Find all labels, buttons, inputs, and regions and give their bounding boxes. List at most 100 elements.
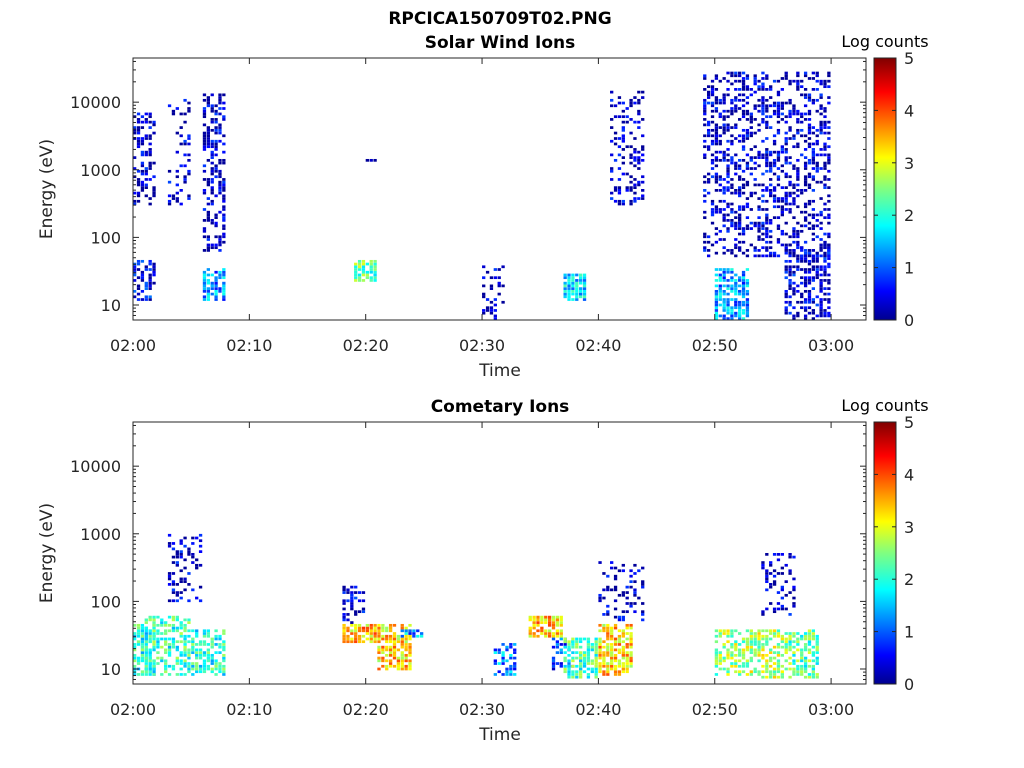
heatmap-cell [784,175,788,179]
heatmap-cell [571,643,575,646]
heatmap-cell [222,107,226,110]
heatmap-cell [796,632,800,635]
heatmap-cell [171,626,176,630]
heatmap-cell [803,289,808,293]
heatmap-cell [195,643,199,646]
heatmap-cell [621,656,625,660]
heatmap-cell [633,164,637,168]
heatmap-cell [772,172,777,176]
heatmap-cell [637,156,641,159]
heatmap-cell [148,161,152,165]
heatmap-cell [800,246,804,250]
heatmap-cell [369,276,373,280]
heatmap-cell [784,249,788,252]
heatmap-cell [613,667,618,671]
heatmap-cell [741,281,746,285]
heatmap-cell [187,547,191,551]
heatmap-cell [722,317,726,320]
heatmap-cell [637,596,641,600]
heatmap-cell [730,158,734,162]
heatmap-cell [703,123,707,127]
heatmap-cell [392,651,397,654]
heatmap-cell [567,287,571,290]
heatmap-cell [152,270,156,274]
heatmap-cell [800,281,804,285]
heatmap-cell [788,273,792,277]
heatmap-cell [788,270,792,274]
heatmap-cell [761,645,765,649]
heatmap-cell [769,85,773,89]
heatmap-cell [741,309,746,312]
heatmap-cell [815,257,819,260]
heatmap-cell [714,77,719,80]
heatmap-cell [579,673,583,676]
heatmap-cell [792,199,796,203]
heatmap-cell [714,309,719,312]
heatmap-cell [633,580,637,584]
heatmap-cell [183,653,187,657]
heatmap-cell [788,109,792,113]
heatmap-cell [222,142,226,146]
heatmap-cell [800,128,804,132]
heatmap-cell [703,139,707,143]
heatmap-cell [361,273,366,277]
heatmap-cell [202,191,207,195]
heatmap-cell [769,602,773,605]
heatmap-cell [803,112,808,116]
heatmap-cell [148,651,152,654]
heatmap-cell [776,205,781,209]
heatmap-cell [195,536,199,540]
heatmap-cell [803,306,808,310]
heatmap-cell [222,232,226,236]
heatmap-cell [206,632,210,635]
heatmap-cell [629,637,633,641]
heatmap-cell [803,276,808,280]
x-tick-label: 02:20 [343,336,389,355]
heatmap-cell [373,259,377,263]
heatmap-cell [722,292,726,296]
heatmap-cell [827,156,831,159]
heatmap-cell [811,227,815,230]
heatmap-cell [819,243,823,247]
colorbar-tick-label: 5 [904,49,914,68]
heatmap-cell [152,161,156,165]
heatmap-cell [617,153,622,157]
heatmap-cell [160,637,164,641]
heatmap-cell [796,82,800,86]
heatmap-cell [218,139,222,143]
heatmap-cell [148,281,152,285]
heatmap-cell [140,180,145,184]
heatmap-cell [722,153,726,157]
heatmap-cell [140,164,145,168]
heatmap-cell [741,648,746,652]
heatmap-cell [726,673,730,676]
heatmap-cell [365,262,369,266]
heatmap-cell [350,621,354,624]
heatmap-cell [381,629,385,633]
heatmap-cell [726,213,730,217]
heatmap-cell [586,653,591,657]
heatmap-cell [144,281,148,285]
heatmap-cell [629,580,633,584]
heatmap-cell [637,569,641,573]
heatmap-cell [761,183,765,187]
heatmap-cell [765,572,769,575]
heatmap-cell [780,101,784,105]
heatmap-cell [400,667,404,671]
heatmap-cell [144,183,148,187]
heatmap-cell [555,643,560,646]
heatmap-cell [788,555,792,559]
heatmap-cell [175,583,179,586]
heatmap-cell [803,284,808,288]
heatmap-cell [148,148,152,151]
heatmap-cell [823,292,827,296]
heatmap-cell [195,656,199,660]
heatmap-cell [745,249,750,252]
heatmap-cell [796,178,800,181]
heatmap-cell [175,615,179,619]
heatmap-cell [206,213,210,217]
heatmap-cell [214,167,218,170]
heatmap-cell [718,273,722,277]
heatmap-cell [493,648,497,652]
heatmap-cell [606,653,610,657]
